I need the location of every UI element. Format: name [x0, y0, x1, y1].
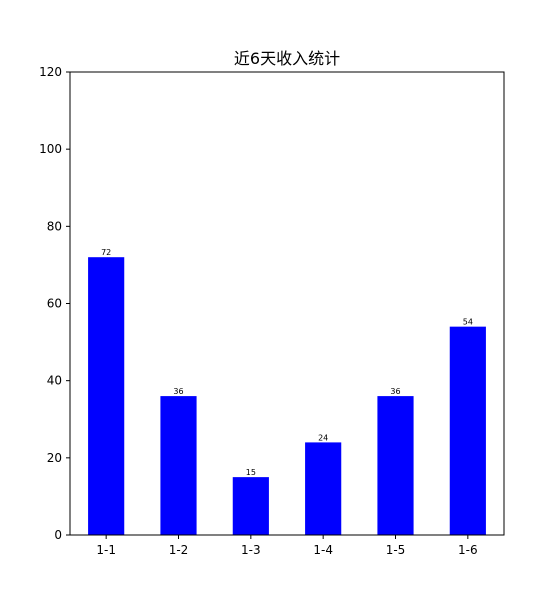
data-label-1-1: 72 — [101, 248, 111, 257]
x-tick-label: 1-6 — [458, 543, 478, 557]
x-tick-label: 1-3 — [241, 543, 261, 557]
y-tick-label: 80 — [47, 219, 62, 233]
y-tick-label: 20 — [47, 451, 62, 465]
bar-1-3 — [233, 477, 269, 535]
y-tick-label: 40 — [47, 374, 62, 388]
plot-area: 72 36 15 24 36 54 0 20 40 60 80 100 120 1-1 1-2 1-3 1-4 1… — [39, 65, 504, 557]
x-tick-label: 1-4 — [313, 543, 333, 557]
data-label-1-6: 54 — [463, 318, 473, 327]
data-label-1-5: 36 — [390, 387, 400, 396]
bar-1-4 — [305, 442, 341, 535]
bar-1-6 — [450, 327, 486, 535]
chart-title: 近6天收入统计 — [234, 49, 340, 68]
y-tick-label: 60 — [47, 297, 62, 311]
x-tick-label: 1-1 — [96, 543, 116, 557]
bar-1-1 — [88, 257, 124, 535]
plot-frame — [70, 72, 504, 535]
x-tick-label: 1-2 — [169, 543, 189, 557]
data-label-1-2: 36 — [173, 387, 183, 396]
x-tick-label: 1-5 — [386, 543, 406, 557]
bar-1-2 — [160, 396, 196, 535]
bar-1-5 — [377, 396, 413, 535]
data-label-1-4: 24 — [318, 433, 328, 442]
y-tick-label: 120 — [39, 65, 62, 79]
data-label-1-3: 15 — [246, 468, 256, 477]
y-tick-label: 0 — [54, 528, 62, 542]
y-tick-label: 100 — [39, 142, 62, 156]
